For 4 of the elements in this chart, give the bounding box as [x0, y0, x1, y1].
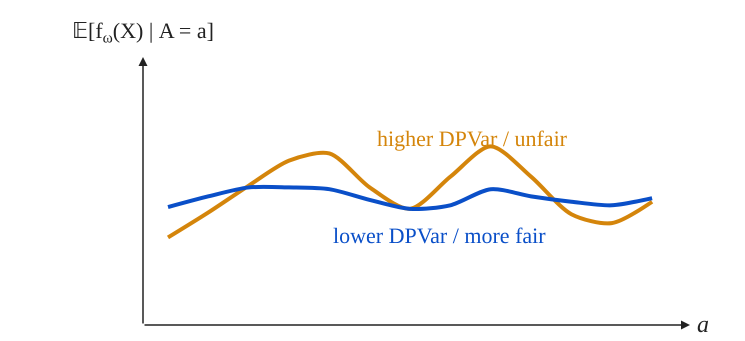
y-axis-title: 𝔼[f$_{ω}$(X) | A = a] — [72, 18, 214, 47]
x-axis-title: a — [697, 312, 709, 338]
series-label: lower DPVar / more fair — [333, 223, 546, 248]
series-label: higher DPVar / unfair — [377, 126, 568, 151]
